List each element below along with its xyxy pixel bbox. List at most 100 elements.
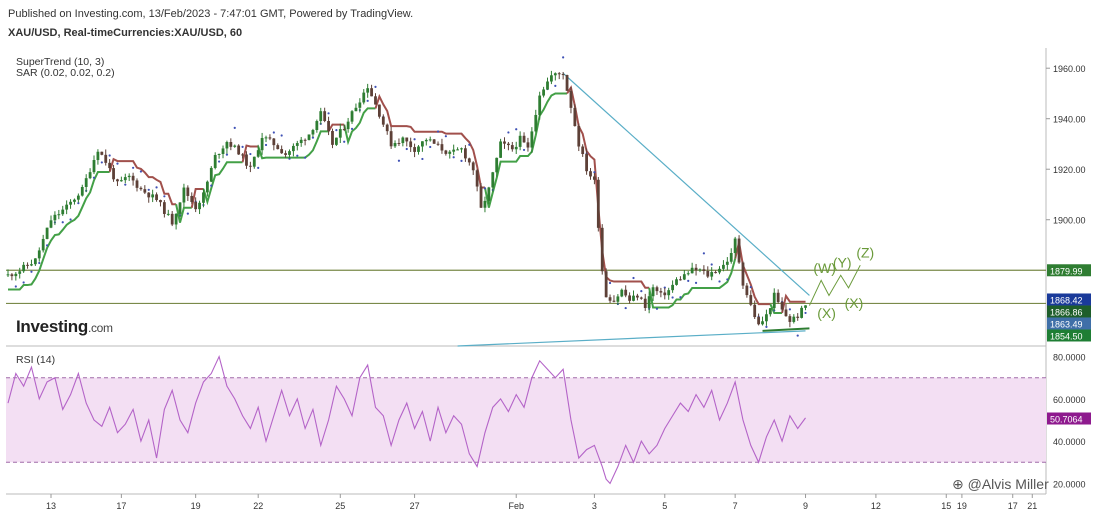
- candle: [796, 313, 800, 321]
- candle-body: [632, 295, 635, 301]
- candle: [155, 192, 158, 202]
- candle: [655, 285, 659, 295]
- candle: [186, 185, 190, 201]
- candle-body: [409, 141, 413, 148]
- candle-body: [221, 148, 225, 154]
- candle: [358, 98, 362, 113]
- wave-label: (Z): [856, 245, 874, 261]
- sar-dot: [788, 308, 791, 311]
- candle-body: [733, 238, 737, 253]
- candle: [127, 173, 131, 182]
- candle: [350, 110, 354, 124]
- candle-body: [291, 145, 295, 152]
- candle-body: [393, 143, 397, 147]
- candle: [725, 257, 729, 271]
- candle: [561, 71, 565, 80]
- sar-dot: [147, 188, 150, 191]
- candle-body: [628, 295, 631, 301]
- candle-body: [381, 116, 385, 125]
- candle-body: [248, 165, 252, 167]
- candle: [573, 104, 577, 127]
- candle: [432, 138, 436, 144]
- sar-dot: [562, 56, 565, 59]
- price-tick-label: 1920.00: [1053, 165, 1086, 175]
- candle-body: [205, 181, 209, 193]
- candle-body: [569, 90, 573, 108]
- candle: [804, 305, 807, 311]
- supertrend-legend[interactable]: SuperTrend (10, 3): [16, 56, 105, 68]
- rsi-tick-label: 40.0000: [1053, 437, 1086, 447]
- candle: [299, 136, 303, 147]
- candle: [440, 138, 444, 154]
- price-label-box: [1047, 329, 1091, 342]
- candle: [690, 262, 694, 274]
- candle: [49, 215, 53, 229]
- candle: [112, 164, 115, 182]
- candle-body: [162, 202, 166, 214]
- candle: [643, 293, 647, 311]
- candle-body: [53, 214, 57, 221]
- candle-body: [413, 147, 416, 152]
- candle-body: [170, 213, 174, 225]
- price-label-text: 1879.99: [1050, 266, 1083, 276]
- sar-dot: [304, 156, 307, 159]
- sar-dot: [444, 135, 447, 138]
- candle-body: [65, 204, 69, 210]
- candle-body: [80, 187, 84, 196]
- sar-dot: [296, 154, 299, 157]
- candle-body: [174, 213, 178, 225]
- candle-body: [69, 201, 72, 205]
- supertrend-line: [257, 130, 329, 160]
- candle-body: [108, 162, 112, 169]
- rsi-legend[interactable]: RSI (14): [16, 354, 56, 366]
- supertrend-line: [648, 258, 737, 309]
- trendline-layer: [457, 72, 810, 347]
- rsi-tick-label: 60.0000: [1053, 395, 1086, 405]
- candle: [57, 209, 61, 220]
- candle: [182, 183, 186, 207]
- time-tick-label: 19: [957, 501, 967, 511]
- candle: [444, 149, 448, 156]
- candle-body: [338, 129, 342, 138]
- candle-body: [370, 88, 373, 97]
- price-tick-label: 1940.00: [1053, 115, 1086, 125]
- candle: [499, 138, 502, 158]
- candle: [405, 137, 409, 147]
- investing-logo: Investing.com: [16, 317, 113, 337]
- candle-body: [432, 139, 436, 144]
- candle: [620, 288, 624, 298]
- candle-body: [417, 146, 420, 152]
- candle-body: [331, 130, 334, 145]
- candle-body: [155, 194, 158, 201]
- candle-body: [616, 296, 620, 302]
- sar-legend[interactable]: SAR (0.02, 0.02, 0.2): [16, 67, 115, 79]
- published-caption: Published on Investing.com, 13/Feb/2023 …: [8, 8, 414, 20]
- candle: [718, 266, 721, 275]
- candle: [639, 296, 643, 300]
- candle: [237, 144, 241, 155]
- candle: [284, 150, 287, 158]
- candle: [417, 145, 420, 155]
- candle: [41, 234, 45, 253]
- candle: [448, 150, 452, 159]
- candle: [393, 140, 397, 148]
- candle: [624, 285, 628, 298]
- candle: [745, 282, 749, 298]
- candle: [143, 185, 147, 195]
- candle: [729, 248, 733, 264]
- candle: [616, 294, 620, 305]
- sar-dot: [718, 280, 721, 283]
- candle-body: [467, 158, 471, 163]
- candle: [589, 168, 592, 180]
- sar-dot: [687, 279, 690, 282]
- candle: [510, 141, 514, 152]
- candle: [495, 157, 499, 177]
- candle: [585, 148, 588, 175]
- candle: [268, 134, 272, 141]
- sar-dot: [507, 131, 510, 134]
- price-label: 1863.49: [1047, 317, 1091, 330]
- candle: [753, 300, 757, 320]
- candle-body: [546, 81, 549, 90]
